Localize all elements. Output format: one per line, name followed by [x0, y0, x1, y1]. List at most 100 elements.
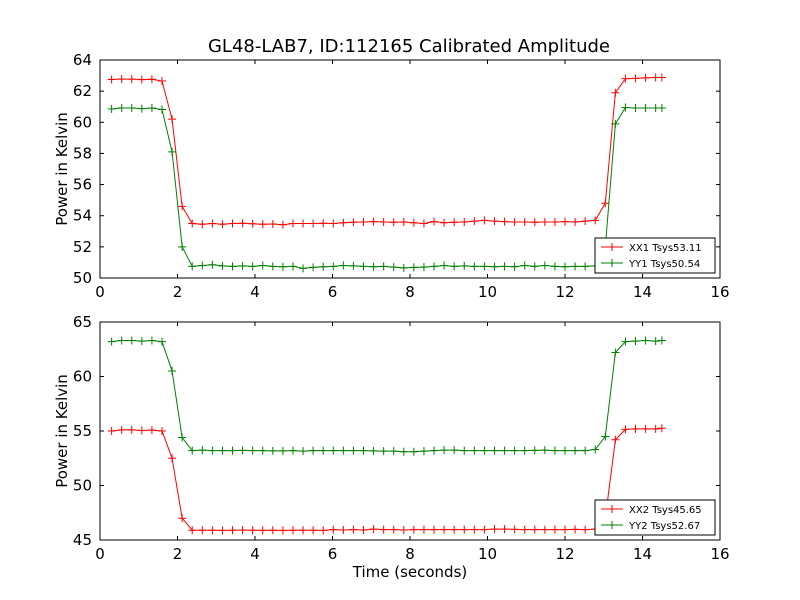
- data-point: [107, 427, 116, 435]
- data-point: [319, 219, 328, 228]
- data-point: [450, 218, 459, 227]
- data-point: [329, 525, 338, 534]
- x-tick-label: 12: [555, 545, 574, 563]
- data-point: [238, 446, 247, 455]
- data-point: [278, 262, 287, 271]
- data-point: [510, 446, 519, 455]
- data-point: [258, 446, 267, 455]
- y-tick-label: 60: [73, 113, 92, 131]
- data-point: [349, 261, 358, 270]
- x-tick-label: 8: [405, 545, 415, 563]
- data-point: [359, 262, 368, 271]
- data-point: [178, 202, 187, 211]
- data-point: [137, 104, 146, 113]
- data-point: [278, 220, 287, 229]
- data-point: [389, 218, 398, 227]
- data-point: [329, 446, 338, 455]
- x-tick-label: 14: [633, 283, 652, 301]
- y-tick-label: 62: [73, 82, 92, 100]
- y-tick-label: 45: [73, 531, 92, 549]
- data-point: [208, 260, 217, 269]
- data-point: [329, 219, 338, 228]
- data-point: [480, 525, 489, 534]
- data-point: [631, 424, 640, 433]
- x-tick-label: 6: [328, 545, 338, 563]
- data-point: [168, 115, 177, 124]
- data-point: [651, 337, 660, 346]
- data-point: [218, 261, 227, 270]
- data-point: [248, 262, 257, 271]
- data-point: [657, 73, 666, 82]
- y-tick-label: 60: [73, 368, 92, 386]
- data-point: [540, 446, 549, 455]
- data-point: [657, 424, 666, 433]
- top-y-axis-label: Power in Kelvin: [53, 112, 71, 226]
- data-point: [188, 219, 197, 228]
- legend-label: YY1 Tsys50.54: [628, 259, 700, 270]
- top-plot-panel: 0 2 4 6 8 10 12 14 16 50 52 54 56 58 60 62 64 Power in K…: [53, 51, 730, 301]
- data-point: [440, 261, 449, 270]
- y-tick-label: 64: [73, 51, 92, 69]
- data-point: [309, 219, 318, 228]
- x-tick-label: 14: [633, 545, 652, 563]
- data-point: [601, 432, 610, 441]
- data-point: [178, 242, 187, 251]
- data-point: [399, 217, 408, 226]
- x-tick-label: 4: [250, 545, 260, 563]
- data-point: [500, 262, 509, 271]
- data-point: [379, 447, 388, 456]
- data-point: [238, 525, 247, 534]
- data-point: [409, 447, 418, 456]
- data-point: [117, 425, 126, 434]
- legend-swatch-marker: [608, 259, 616, 267]
- data-point: [450, 262, 459, 271]
- data-point: [430, 446, 439, 455]
- data-point: [168, 367, 177, 376]
- y-tick-label: 58: [73, 144, 92, 162]
- data-point: [278, 446, 287, 455]
- x-tick-label: 2: [173, 283, 183, 301]
- data-point: [369, 217, 378, 226]
- data-point: [228, 262, 237, 271]
- data-point: [379, 217, 388, 226]
- data-point: [571, 217, 580, 226]
- data-point: [238, 219, 247, 228]
- data-point: [540, 217, 549, 226]
- data-point: [409, 263, 418, 272]
- data-point: [248, 446, 257, 455]
- y-tick-label: 65: [73, 313, 92, 331]
- data-point: [621, 74, 630, 83]
- data-point: [339, 261, 348, 270]
- bottom-y-axis-label: Power in Kelvin: [53, 374, 71, 488]
- data-point: [158, 105, 166, 114]
- data-point: [268, 526, 277, 535]
- data-point: [581, 446, 590, 455]
- data-point: [657, 336, 666, 345]
- data-point: [520, 261, 529, 270]
- legend-swatch-marker: [608, 243, 616, 251]
- data-point: [188, 446, 197, 455]
- data-point: [581, 217, 590, 226]
- data-point: [228, 219, 237, 228]
- data-point: [248, 219, 257, 228]
- data-point: [349, 525, 358, 534]
- data-point: [399, 263, 408, 272]
- x-tick-label: 10: [478, 545, 497, 563]
- legend-swatch-marker: [608, 521, 616, 529]
- x-tick-label: 4: [250, 283, 260, 301]
- data-point: [339, 446, 348, 455]
- data-point: [490, 525, 499, 534]
- data-point: [288, 219, 297, 228]
- data-point: [178, 433, 187, 442]
- data-point: [490, 217, 499, 226]
- data-point: [117, 336, 126, 345]
- data-point: [188, 262, 197, 271]
- data-point: [450, 525, 459, 534]
- legend-box: [594, 237, 716, 274]
- data-point: [440, 525, 449, 534]
- data-point: [268, 446, 277, 455]
- data-point: [228, 526, 237, 535]
- data-point: [198, 526, 207, 535]
- data-point: [419, 447, 428, 456]
